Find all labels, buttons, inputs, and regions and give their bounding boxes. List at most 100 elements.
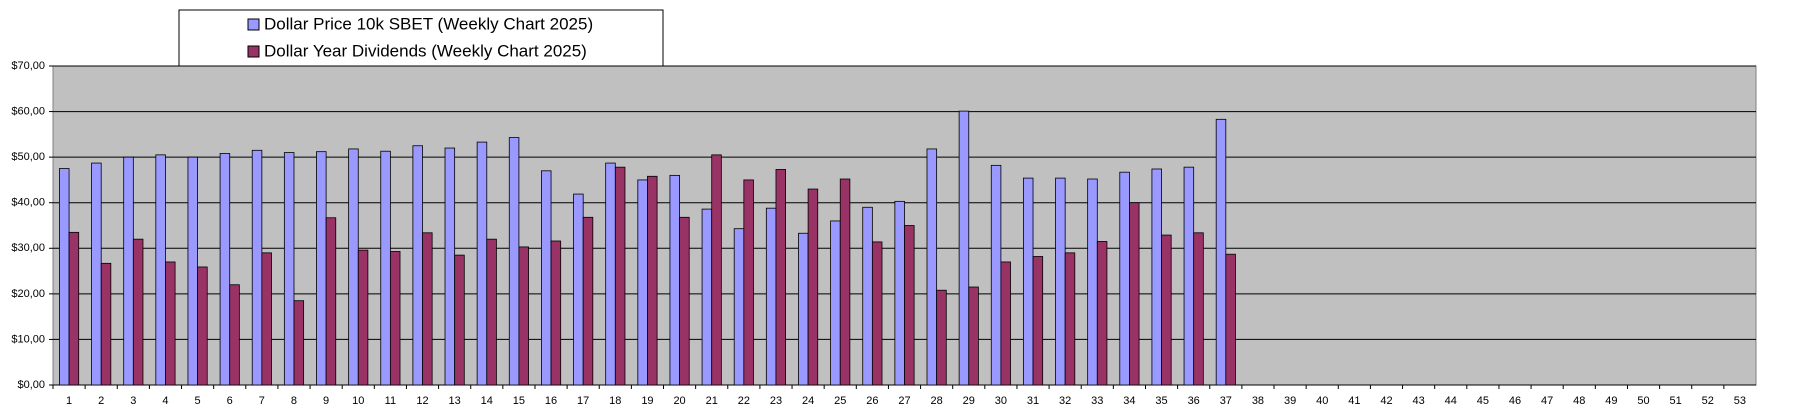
y-tick-label: $50,00 — [11, 151, 45, 163]
bar — [894, 200, 905, 386]
bar — [669, 174, 680, 386]
bar — [316, 151, 327, 386]
legend-label: Dollar Price 10k SBET (Weekly Chart 2025… — [264, 14, 593, 33]
x-tick-label: 17 — [577, 395, 589, 407]
bar — [765, 207, 777, 386]
bar — [862, 206, 873, 386]
bar — [1022, 177, 1034, 386]
bar — [647, 175, 658, 386]
x-tick-label: 34 — [1123, 395, 1135, 407]
x-tick-label: 51 — [1670, 395, 1682, 407]
bar — [293, 300, 305, 386]
x-tick-label: 44 — [1445, 395, 1457, 407]
x-tick-label: 53 — [1734, 395, 1746, 407]
x-tick-label: 38 — [1252, 395, 1264, 407]
bar — [926, 148, 938, 386]
bar — [91, 162, 102, 386]
bar — [968, 286, 979, 386]
x-tick-label: 22 — [738, 395, 750, 407]
bar — [743, 179, 754, 386]
bar — [486, 238, 497, 386]
x-tick-label: 20 — [673, 395, 685, 407]
bar — [219, 153, 231, 386]
bar — [518, 246, 529, 386]
bar — [187, 156, 198, 386]
x-tick-label: 1 — [66, 395, 72, 407]
bar — [839, 178, 851, 386]
bar — [444, 147, 456, 386]
bar — [798, 232, 809, 386]
bar — [1193, 232, 1204, 386]
bar — [1064, 252, 1076, 386]
bar — [1129, 202, 1140, 386]
x-tick-label: 8 — [291, 395, 297, 407]
bar — [197, 266, 208, 386]
x-tick-label: 42 — [1380, 395, 1392, 407]
bar — [679, 216, 690, 386]
x-tick-label: 6 — [227, 395, 233, 407]
bar — [582, 216, 594, 386]
x-tick-label: 28 — [931, 395, 943, 407]
y-tick-label: $20,00 — [11, 288, 45, 300]
bar — [100, 262, 112, 386]
bar — [1225, 253, 1236, 386]
x-tick-label: 49 — [1605, 395, 1617, 407]
x-tick-label: 26 — [866, 395, 878, 407]
bar — [1000, 261, 1011, 386]
legend-label: Dollar Year Dividends (Weekly Chart 2025… — [264, 41, 587, 60]
x-tick-label: 48 — [1573, 395, 1585, 407]
bar — [1151, 168, 1162, 386]
x-tick-label: 11 — [385, 395, 396, 407]
bar — [59, 168, 70, 386]
bar — [132, 238, 144, 386]
bar — [904, 225, 915, 386]
x-tick-label: 32 — [1059, 395, 1071, 407]
bar — [357, 249, 369, 386]
bar — [412, 145, 423, 386]
x-tick-label: 4 — [162, 395, 168, 407]
bar — [165, 261, 176, 386]
x-tick-label: 13 — [449, 395, 461, 407]
bar — [1119, 171, 1130, 386]
bar — [1161, 234, 1172, 386]
bar — [348, 148, 359, 386]
bar — [325, 217, 337, 386]
bar — [637, 179, 648, 386]
bar — [1032, 256, 1044, 386]
bar — [711, 154, 722, 386]
x-tick-label: 46 — [1509, 395, 1521, 407]
x-tick-label: 35 — [1155, 395, 1167, 407]
bar — [229, 284, 240, 386]
bar — [614, 166, 626, 386]
bar — [389, 251, 401, 386]
legend-swatch — [247, 45, 260, 58]
bar — [1215, 118, 1227, 386]
bar — [1096, 241, 1108, 386]
bar — [123, 156, 134, 386]
x-tick-label: 29 — [963, 395, 975, 407]
x-tick-label: 43 — [1412, 395, 1424, 407]
bar — [775, 169, 787, 386]
bar — [1055, 177, 1066, 386]
x-tick-label: 24 — [802, 395, 814, 407]
bar — [261, 252, 272, 386]
bar — [541, 170, 552, 386]
bar — [830, 220, 841, 386]
x-tick-label: 3 — [130, 395, 136, 407]
x-tick-label: 2 — [98, 395, 104, 407]
bar — [605, 162, 616, 386]
bar — [251, 149, 263, 386]
y-tick-label: $10,00 — [11, 333, 45, 345]
x-tick-label: 18 — [609, 395, 621, 407]
x-tick-label: 50 — [1637, 395, 1649, 407]
y-tick-label: $0,00 — [17, 379, 45, 391]
bar — [508, 137, 520, 386]
x-tick-label: 47 — [1541, 395, 1553, 407]
y-tick-label: $70,00 — [11, 60, 45, 72]
legend-box — [178, 9, 664, 67]
bar — [380, 150, 391, 386]
bar — [701, 208, 713, 386]
x-tick-label: 52 — [1702, 395, 1714, 407]
bar — [936, 289, 947, 386]
